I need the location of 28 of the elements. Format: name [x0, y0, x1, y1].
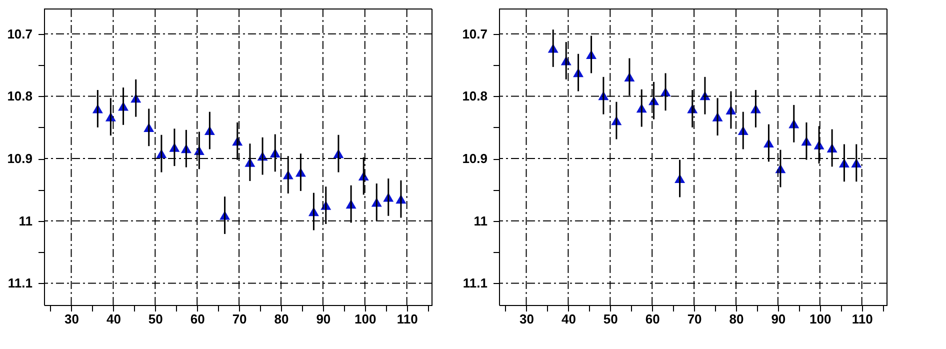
x-tick-label: 40	[106, 312, 121, 326]
x-tick-label: 80	[274, 312, 289, 326]
x-tick-label: 70	[232, 312, 247, 326]
x-tick-label: 50	[603, 312, 618, 326]
y-tick-label: 11.1	[8, 276, 32, 291]
y-tick-label: 11.1	[462, 276, 488, 291]
y-tick-label: 10.8	[7, 88, 32, 104]
y-tick-label: 10.9	[462, 151, 488, 166]
x-tick-label: 30	[520, 312, 534, 326]
x-tick-label: 100	[810, 312, 832, 326]
x-tick-label: 60	[190, 312, 205, 326]
x-tick-label: 90	[771, 312, 786, 326]
x-tick-label: 100	[354, 312, 376, 326]
x-tick-label: 30	[64, 312, 79, 326]
x-tick-label: 110	[852, 312, 873, 326]
x-tick-label: 50	[148, 312, 163, 326]
x-tick-label: 40	[561, 312, 576, 326]
x-tick-label: 110	[396, 312, 418, 326]
x-tick-label: 90	[316, 312, 331, 326]
x-tick-label: 60	[645, 312, 660, 326]
y-tick-label: 11	[18, 213, 32, 228]
y-tick-label: 10.9	[7, 151, 32, 166]
x-tick-label: 80	[729, 312, 744, 326]
y-tick-label: 11	[474, 213, 488, 228]
y-tick-label: 10.7	[462, 26, 488, 42]
y-tick-label: 10.7	[7, 26, 32, 42]
y-tick-label: 10.8	[462, 88, 488, 104]
x-tick-label: 70	[687, 312, 702, 326]
